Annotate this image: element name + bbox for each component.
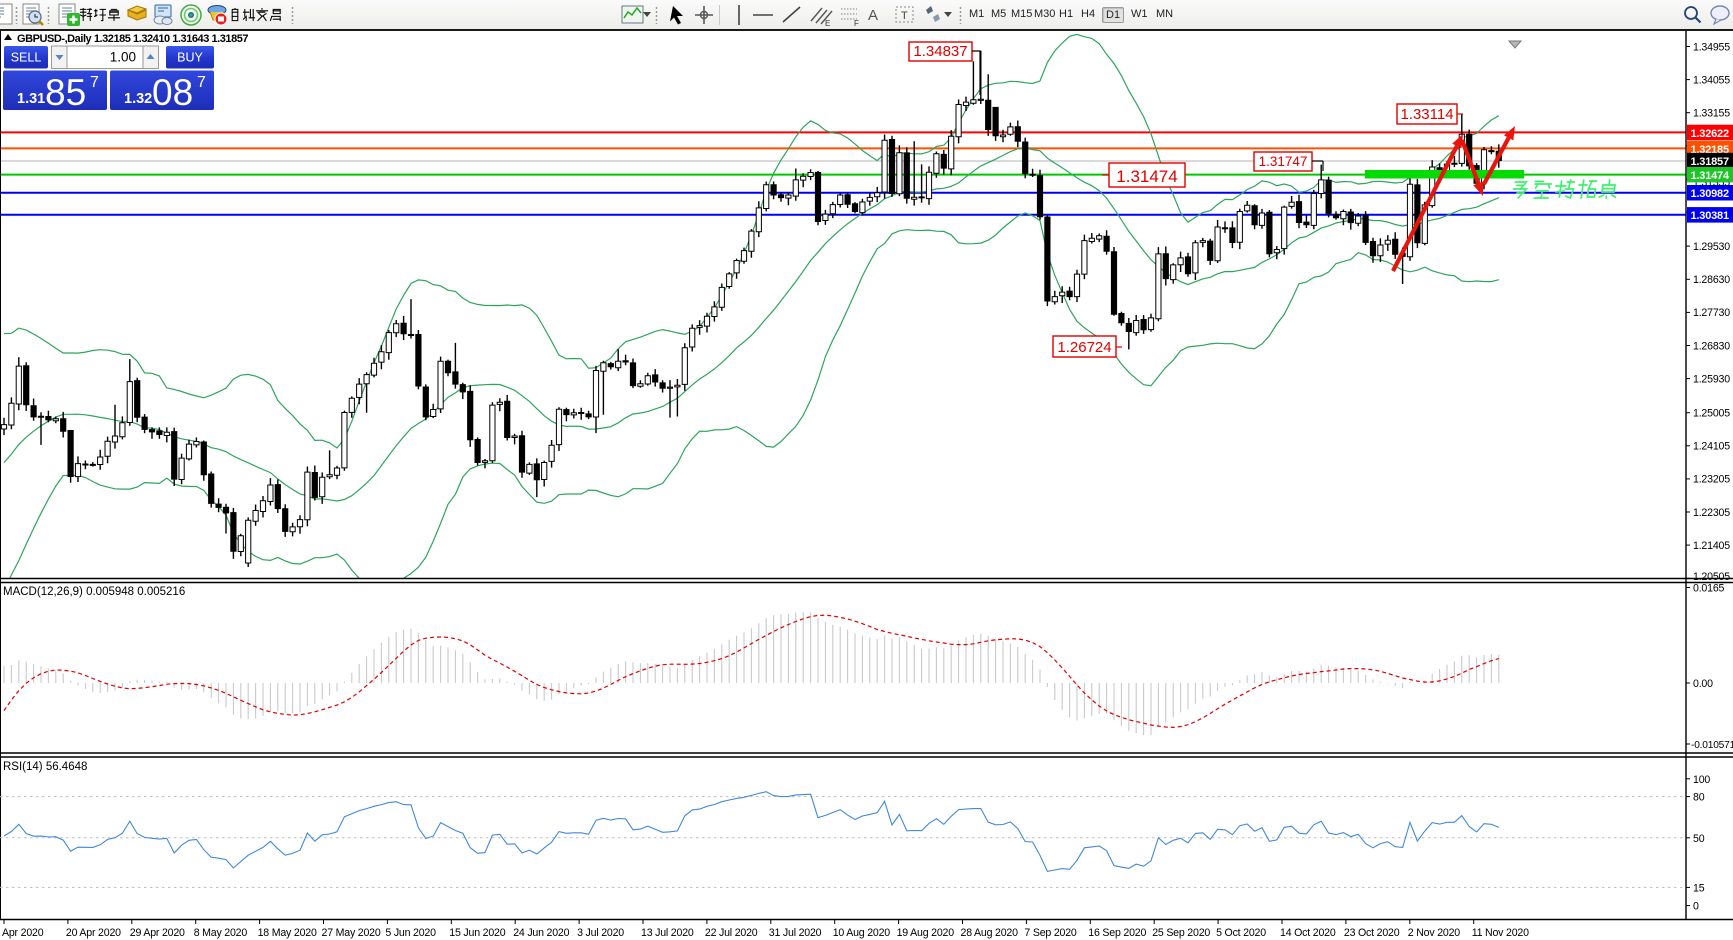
svg-text:100: 100	[1693, 774, 1710, 786]
svg-text:85: 85	[45, 72, 86, 113]
svg-text:2 Nov 2020: 2 Nov 2020	[1408, 927, 1460, 939]
svg-text:1.33114: 1.33114	[1400, 106, 1453, 123]
svg-text:1.25930: 1.25930	[1693, 373, 1730, 385]
svg-text:3 Jul 2020: 3 Jul 2020	[577, 927, 624, 939]
svg-text:29 Apr 2020: 29 Apr 2020	[130, 927, 185, 939]
svg-text:F: F	[854, 19, 859, 28]
svg-text:1.31: 1.31	[17, 91, 45, 107]
svg-text:RSI(14) 56.4648: RSI(14) 56.4648	[3, 761, 87, 773]
svg-text:BUY: BUY	[177, 51, 203, 65]
svg-text:08: 08	[152, 72, 193, 113]
svg-text:1.22305: 1.22305	[1693, 507, 1730, 519]
svg-text:27 May 2020: 27 May 2020	[322, 927, 381, 939]
svg-text:14 Oct 2020: 14 Oct 2020	[1280, 927, 1336, 939]
svg-text:MACD(12,26,9) 0.005948 0.00521: MACD(12,26,9) 0.005948 0.005216	[3, 586, 185, 598]
svg-text:22 Jul 2020: 22 Jul 2020	[705, 927, 758, 939]
svg-text:1.27730: 1.27730	[1693, 307, 1730, 319]
svg-text:1.20505: 1.20505	[1693, 571, 1730, 583]
svg-text:5 Oct 2020: 5 Oct 2020	[1216, 927, 1266, 939]
svg-text:E: E	[825, 19, 830, 28]
svg-text:19 Aug 2020: 19 Aug 2020	[897, 927, 955, 939]
svg-text:1.31474: 1.31474	[1691, 170, 1730, 182]
svg-text:0.00: 0.00	[1693, 678, 1713, 690]
svg-text:1.32622: 1.32622	[1691, 128, 1729, 140]
svg-text:15: 15	[1693, 882, 1705, 894]
svg-text:1.31857: 1.31857	[1691, 156, 1729, 168]
svg-text:1.34837: 1.34837	[913, 43, 967, 60]
svg-text:15 Jun 2020: 15 Jun 2020	[449, 927, 505, 939]
svg-text:28 Aug 2020: 28 Aug 2020	[961, 927, 1019, 939]
svg-text:1.30381: 1.30381	[1691, 210, 1729, 222]
svg-text:16 Sep 2020: 16 Sep 2020	[1088, 927, 1146, 939]
svg-text:25 Sep 2020: 25 Sep 2020	[1152, 927, 1210, 939]
svg-text:1.23205: 1.23205	[1693, 474, 1730, 486]
svg-text:SELL: SELL	[11, 51, 42, 65]
svg-text:1.34955: 1.34955	[1693, 41, 1730, 53]
svg-text:20 Apr 2020: 20 Apr 2020	[66, 927, 121, 939]
svg-text:1.29530: 1.29530	[1693, 241, 1730, 253]
svg-text:1.31747: 1.31747	[1259, 154, 1308, 169]
svg-text:1.26724: 1.26724	[1057, 339, 1111, 356]
svg-text:1.30982: 1.30982	[1691, 188, 1729, 200]
svg-text:8 May 2020: 8 May 2020	[194, 927, 248, 939]
svg-text:18 May 2020: 18 May 2020	[258, 927, 317, 939]
svg-text:7: 7	[197, 74, 206, 91]
svg-text:1.33155: 1.33155	[1693, 108, 1730, 120]
svg-text:31 Jul 2020: 31 Jul 2020	[769, 927, 822, 939]
svg-text:10 Aug 2020: 10 Aug 2020	[833, 927, 891, 939]
svg-text:0: 0	[1693, 901, 1699, 913]
svg-text:1.25005: 1.25005	[1693, 408, 1730, 420]
svg-text:7 Sep 2020: 7 Sep 2020	[1024, 927, 1077, 939]
svg-text:23 Oct 2020: 23 Oct 2020	[1344, 927, 1400, 939]
svg-text:1.00: 1.00	[110, 50, 136, 65]
svg-text:0.0165: 0.0165	[1693, 583, 1725, 595]
svg-text:1.21405: 1.21405	[1693, 540, 1730, 552]
svg-text:11 Nov 2020: 11 Nov 2020	[1472, 927, 1529, 939]
svg-text:1.26830: 1.26830	[1693, 340, 1730, 352]
svg-text:1.28630: 1.28630	[1693, 274, 1730, 286]
svg-text:24 Jun 2020: 24 Jun 2020	[513, 927, 569, 939]
svg-text:50: 50	[1693, 833, 1705, 845]
svg-text:GBPUSD-,Daily 1.32185 1.32410: GBPUSD-,Daily 1.32185 1.32410 1.31643 1.…	[17, 33, 248, 45]
svg-text:5 Jun 2020: 5 Jun 2020	[385, 927, 436, 939]
svg-text:80: 80	[1693, 792, 1705, 804]
svg-text:1.34055: 1.34055	[1693, 74, 1730, 86]
svg-text:7: 7	[90, 74, 99, 91]
svg-text:Apr 2020: Apr 2020	[2, 927, 44, 939]
svg-text:T: T	[901, 10, 908, 22]
svg-text:1.24105: 1.24105	[1693, 441, 1730, 453]
svg-text:13 Jul 2020: 13 Jul 2020	[641, 927, 694, 939]
svg-text:-0.010571: -0.010571	[1691, 740, 1733, 751]
svg-text:1.32: 1.32	[124, 91, 152, 107]
svg-text:1.31474: 1.31474	[1116, 167, 1177, 186]
